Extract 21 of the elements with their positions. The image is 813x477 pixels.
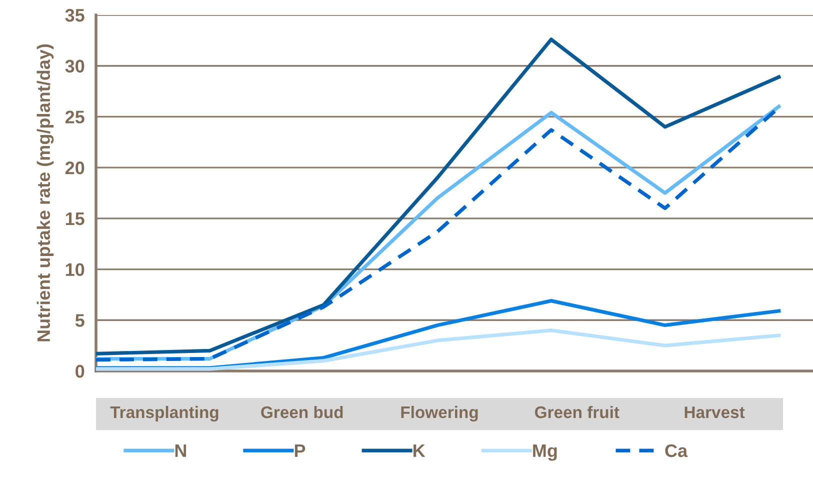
- text: Flowering: [401, 406, 478, 422]
- line-series: [96, 328, 781, 371]
- text: Green fruit: [534, 406, 620, 418]
- legend-label: P: [294, 444, 306, 457]
- y-tick-label: 5: [75, 314, 84, 327]
- y-axis-title: Nutrient uptake rate (mg/plant/day): [36, 44, 54, 342]
- legend-label: K: [414, 444, 426, 457]
- legend-label: Mg: [533, 444, 557, 461]
- y-tick-label: 0: [76, 364, 84, 378]
- legend-label: N: [175, 444, 186, 457]
- text: Harvest: [684, 406, 745, 418]
- y-tick-label: 15: [66, 212, 84, 226]
- y-tick-label: 30: [65, 60, 84, 73]
- text: Transplanting: [110, 406, 218, 422]
- legend-label: Ca: [665, 444, 688, 458]
- y-tick-label: 10: [66, 263, 84, 276]
- y-tick-label: 25: [65, 110, 84, 124]
- y-tick-label: 35: [65, 8, 84, 22]
- line-series: [96, 38, 781, 356]
- text: Green bud: [261, 406, 343, 418]
- y-tick-label: 20: [65, 162, 84, 174]
